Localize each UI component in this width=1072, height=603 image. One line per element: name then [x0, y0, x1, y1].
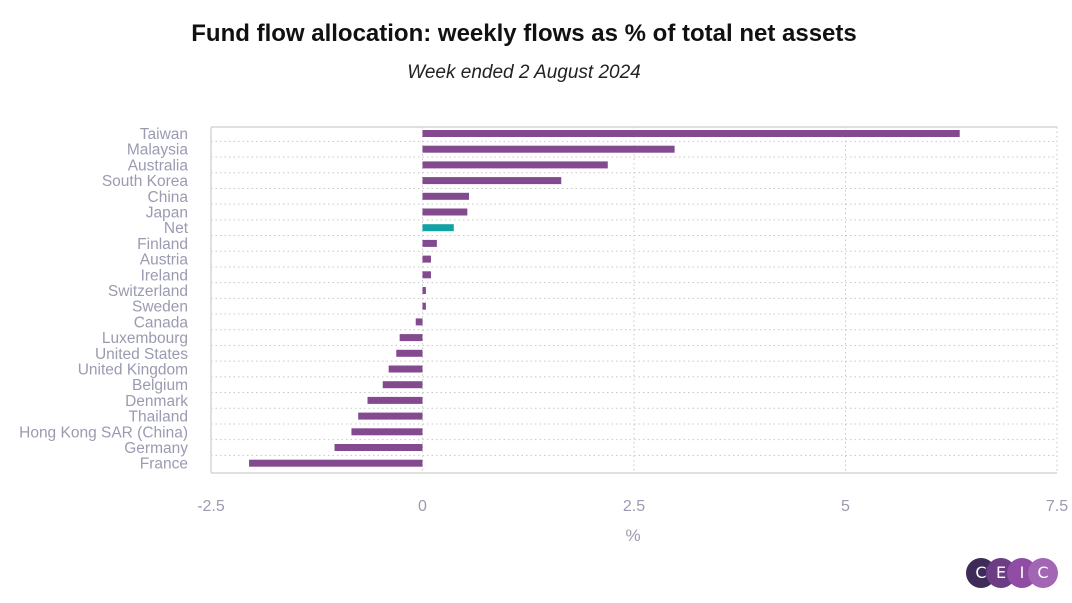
category-label: Switzerland	[108, 283, 188, 300]
bar	[249, 459, 423, 467]
x-tick-label: -2.5	[197, 498, 225, 515]
category-label: Thailand	[129, 409, 188, 426]
x-tick-label: 0	[418, 498, 427, 515]
bar	[422, 161, 608, 169]
ceic-logo: C E I C	[966, 558, 1058, 588]
bar	[422, 224, 454, 232]
bar	[422, 255, 431, 263]
bar	[422, 130, 960, 137]
category-label: Finland	[137, 236, 188, 253]
bar	[422, 192, 470, 200]
category-label: United Kingdom	[78, 362, 188, 379]
category-label: Denmark	[125, 393, 188, 410]
x-tick-label: 5	[841, 498, 850, 515]
category-label: Malaysia	[127, 142, 189, 159]
bar	[351, 428, 423, 436]
x-tick-labels: -2.5 0 2.5 5 7.5	[197, 498, 1068, 515]
category-label: Canada	[134, 314, 189, 331]
category-label: Hong Kong SAR (China)	[19, 424, 188, 441]
bar	[399, 334, 423, 342]
bar	[358, 412, 423, 420]
bar	[422, 145, 675, 153]
plot-frame	[210, 126, 1057, 474]
bar	[415, 318, 423, 326]
chart-title: Fund flow allocation: weekly flows as % …	[191, 20, 857, 47]
grid-lines	[210, 127, 1058, 473]
x-tick-label: 7.5	[1046, 498, 1068, 515]
bar	[388, 365, 423, 373]
category-label: Belgium	[132, 377, 188, 394]
category-label: Net	[164, 220, 189, 237]
bar	[367, 396, 423, 404]
category-label: South Korea	[102, 173, 189, 190]
category-label: Ireland	[141, 267, 188, 284]
bar	[422, 177, 562, 185]
bar	[422, 302, 426, 310]
category-label: Germany	[124, 440, 188, 457]
category-label: Japan	[146, 205, 188, 222]
bar	[422, 287, 426, 294]
category-label: France	[140, 456, 188, 473]
category-label: Luxembourg	[102, 330, 188, 347]
category-label: United States	[95, 346, 188, 363]
x-tick-label: 2.5	[623, 498, 645, 515]
category-label: China	[148, 189, 189, 206]
category-label: Australia	[128, 157, 189, 174]
chart-subtitle: Week ended 2 August 2024	[407, 62, 641, 83]
x-axis-label: %	[625, 526, 640, 545]
bar	[422, 239, 437, 247]
bar	[422, 271, 431, 279]
bar	[396, 349, 423, 357]
bar	[422, 208, 468, 216]
category-label: Austria	[140, 252, 189, 269]
bars	[249, 130, 960, 467]
bar	[334, 444, 423, 451]
logo-letter: C	[1028, 558, 1058, 588]
category-label: Sweden	[132, 299, 188, 316]
category-label: Taiwan	[140, 126, 188, 143]
bar	[382, 381, 423, 389]
